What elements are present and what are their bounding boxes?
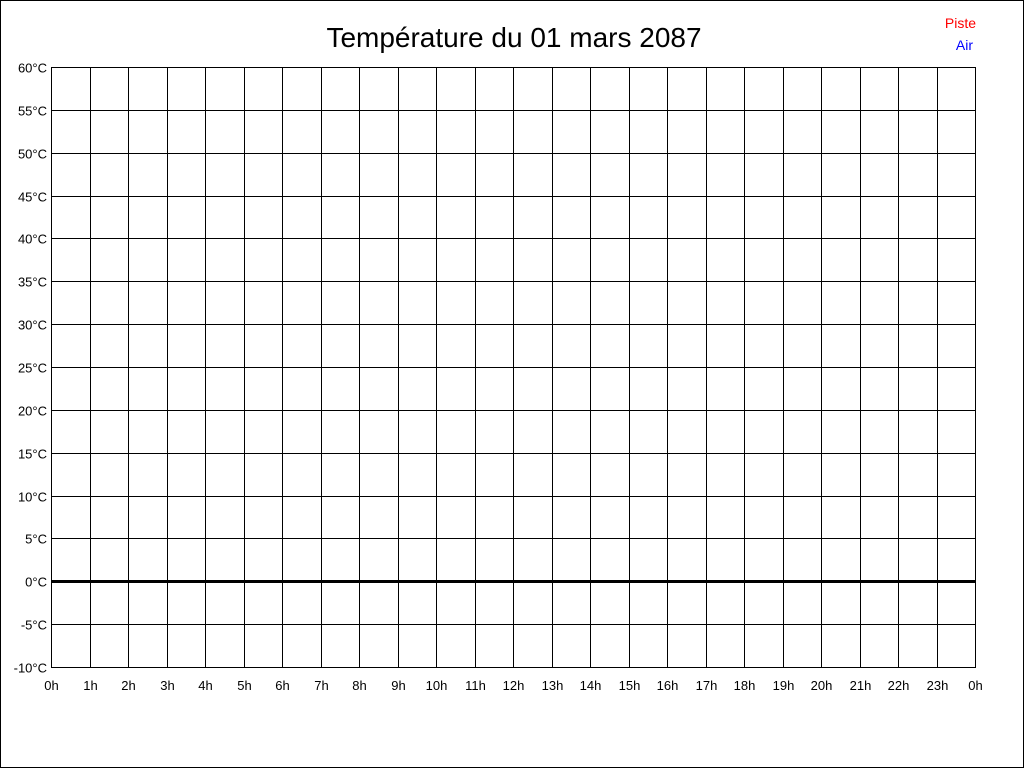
x-tick-label: 4h xyxy=(198,678,212,693)
x-tick-label: 17h xyxy=(696,678,718,693)
y-tick-label: -5°C xyxy=(21,618,47,633)
y-tick-label: 25°C xyxy=(18,361,47,376)
y-tick-label: 30°C xyxy=(18,318,47,333)
x-tick-label: 9h xyxy=(391,678,405,693)
x-tick-label: 1h xyxy=(83,678,97,693)
x-tick-label: 5h xyxy=(237,678,251,693)
x-tick-label: 20h xyxy=(811,678,833,693)
x-tick-label: 8h xyxy=(352,678,366,693)
y-tick-label: 45°C xyxy=(18,190,47,205)
y-tick-label: 0°C xyxy=(25,575,47,590)
x-tick-label: 12h xyxy=(503,678,525,693)
x-tick-label: 19h xyxy=(773,678,795,693)
x-tick-label: 2h xyxy=(121,678,135,693)
x-tick-label: 22h xyxy=(888,678,910,693)
x-tick-label: 16h xyxy=(657,678,679,693)
x-tick-label: 23h xyxy=(927,678,949,693)
y-tick-label: 60°C xyxy=(18,61,47,76)
x-tick-label: 0h xyxy=(968,678,982,693)
y-tick-label: 55°C xyxy=(18,104,47,119)
x-tick-label: 21h xyxy=(850,678,872,693)
x-tick-label: 11h xyxy=(465,678,486,693)
x-tick-label: 0h xyxy=(44,678,58,693)
y-tick-label: 10°C xyxy=(18,490,47,505)
y-axis-ticks: 60°C 55°C 50°C 45°C 40°C 35°C 30°C 25°C 20°C 15°C… xyxy=(14,61,47,676)
legend-air: Air xyxy=(956,37,973,53)
y-tick-label: 15°C xyxy=(18,447,47,462)
x-axis-ticks: 0h 1h 2h 3h 4h 5h 6h 7h 8h 9h 10h 11h 12h 13h 14h 15h 16… xyxy=(44,678,982,693)
x-tick-label: 18h xyxy=(734,678,756,693)
x-tick-label: 7h xyxy=(314,678,328,693)
y-tick-label: 50°C xyxy=(18,147,47,162)
y-tick-label: 35°C xyxy=(18,275,47,290)
x-tick-label: 13h xyxy=(542,678,564,693)
y-tick-label: -10°C xyxy=(14,661,47,676)
x-tick-label: 10h xyxy=(426,678,448,693)
chart-title: Température du 01 mars 2087 xyxy=(326,22,701,53)
x-tick-label: 14h xyxy=(580,678,602,693)
y-tick-label: 20°C xyxy=(18,404,47,419)
x-tick-label: 6h xyxy=(275,678,289,693)
x-tick-label: 3h xyxy=(160,678,174,693)
y-tick-label: 5°C xyxy=(25,532,47,547)
y-tick-label: 40°C xyxy=(18,232,47,247)
legend-piste: Piste xyxy=(945,15,976,31)
grid xyxy=(51,67,976,668)
x-tick-label: 15h xyxy=(619,678,641,693)
